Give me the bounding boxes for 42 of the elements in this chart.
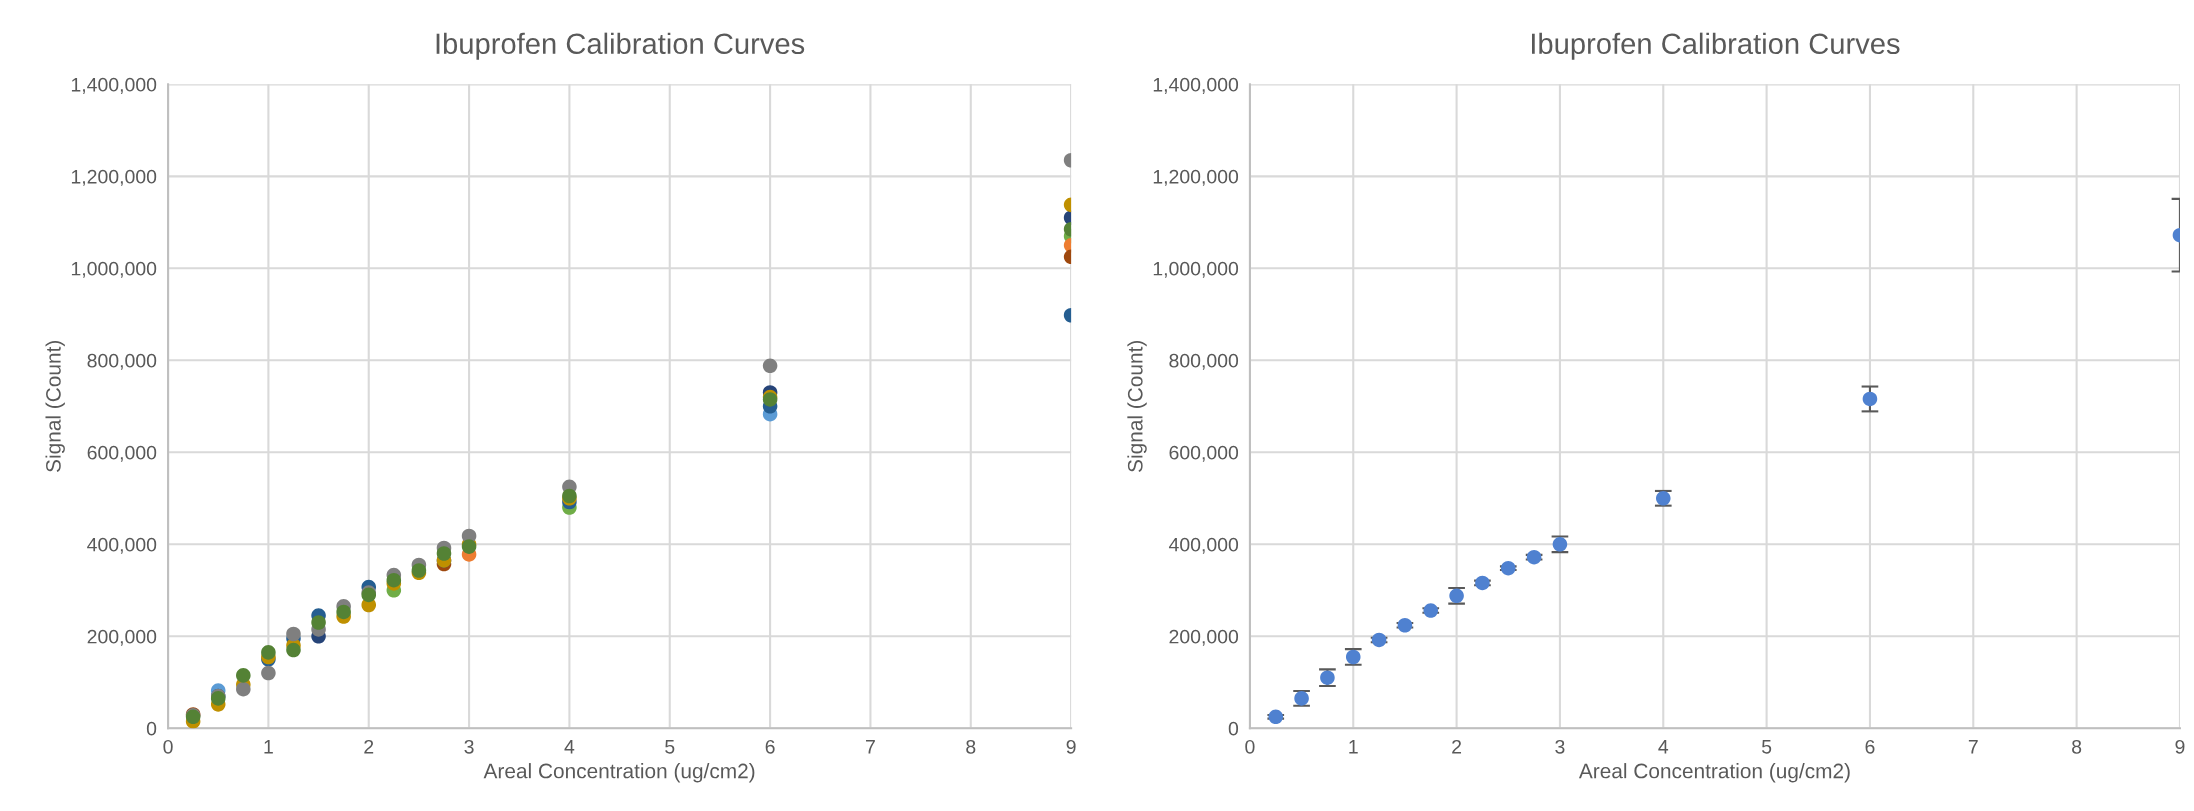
x-tick-label: 4 [1658, 740, 1669, 754]
x-tick-label: 8 [2072, 739, 2082, 754]
x-tick-label: 0 [1245, 739, 1255, 754]
chart-title: Ibuprofen Calibration Curves [1532, 32, 1900, 60]
y-tick-label: 600,000 [1169, 445, 1239, 462]
y-tick-label: 800,000 [1169, 353, 1239, 370]
y-tick-label: 1,400,000 [1153, 77, 1239, 94]
y-tick-label: 600,000 [87, 445, 157, 462]
x-axis-title: Areal Concentration (ug/cm2) [1578, 763, 1850, 783]
x-tick-label: 5 [1761, 740, 1772, 754]
x-tick-label: 3 [1555, 739, 1565, 754]
y-axis-title: Signal (Count) [1127, 341, 1147, 472]
y-tick-label: 200,000 [87, 629, 157, 646]
y-axis-title: Signal (Count) [45, 341, 65, 472]
y-tick-label: 1,200,000 [71, 169, 157, 186]
x-axis-title: Areal Concentration (ug/cm2) [483, 763, 755, 783]
x-tick-label: 1 [264, 740, 273, 754]
x-tick-label: 7 [1968, 740, 1978, 754]
x-tick-label: 0 [163, 739, 173, 754]
x-tick-label: 2 [364, 739, 374, 754]
y-tick-label: 0 [146, 721, 157, 736]
y-tick-label: 1,200,000 [1153, 169, 1239, 186]
y-tick-label: 1,000,000 [71, 261, 157, 278]
x-tick-label: 9 [2175, 739, 2185, 754]
x-tick-label: 3 [464, 739, 474, 754]
x-tick-label: 5 [665, 740, 675, 754]
x-tick-label: 6 [765, 739, 775, 754]
x-tick-label: 9 [1066, 739, 1076, 754]
x-tick-label: 1 [1349, 740, 1358, 754]
x-tick-label: 2 [1452, 739, 1462, 754]
y-tick-label: 800,000 [87, 353, 157, 370]
y-tick-label: 200,000 [1169, 629, 1239, 646]
x-tick-label: 6 [1865, 739, 1875, 754]
x-tick-label: 8 [966, 739, 976, 754]
x-tick-label: 7 [866, 740, 875, 754]
y-tick-label: 1,400,000 [71, 77, 157, 94]
y-tick-label: 0 [1228, 721, 1239, 736]
chart-title: Ibuprofen Calibration Curves [436, 32, 805, 60]
y-tick-label: 400,000 [87, 537, 157, 554]
y-tick-label: 1,000,000 [1153, 261, 1239, 278]
y-tick-label: 400,000 [1168, 537, 1239, 554]
x-tick-label: 4 [564, 740, 575, 754]
